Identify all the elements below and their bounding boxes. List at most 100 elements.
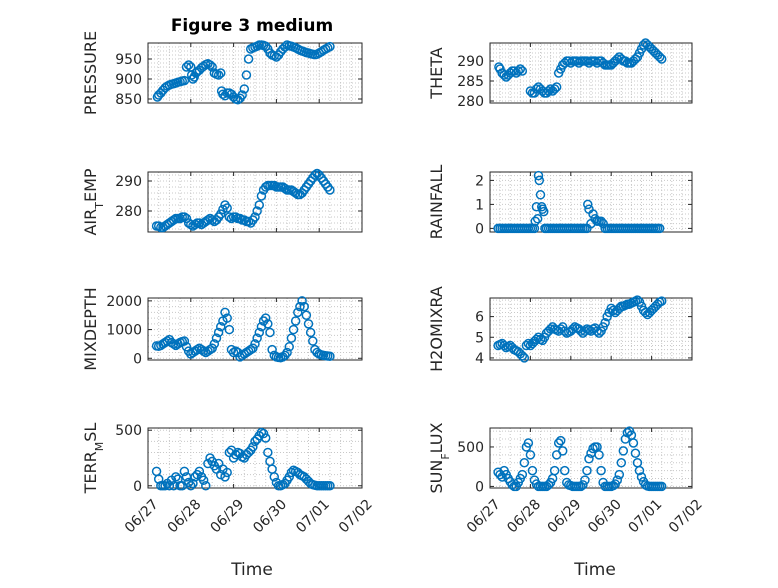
data-point [584,454,594,464]
data-point [254,200,265,210]
x-axis-label-left: Time [230,560,273,580]
y-axis-label-theta: THETA [427,47,446,99]
y-axis-label-terr_msl: TERRMSL [81,423,106,495]
data-point [209,339,220,349]
data-point [263,319,273,329]
data-point [198,346,209,356]
data-point [241,70,252,80]
y-tick-label: 500 [115,423,142,439]
data-point [179,336,190,346]
data-point [618,446,629,456]
data-point [222,203,232,213]
y-axis-label-pressure: PRESSURE [81,31,100,115]
data-point [513,66,524,76]
panel-h2omixra: 4 5 6 H2OMIXRA [427,286,693,372]
data-point [612,475,623,485]
data-point [531,84,542,94]
series-h2omixra [493,295,667,363]
y-tick-label: 0 [133,351,142,367]
data-point [220,307,230,318]
data-point [260,313,271,323]
data-point [517,66,528,76]
y-tick-label: 290 [457,54,484,70]
data-point [519,353,530,363]
data-point [634,465,645,476]
y-tick-label: 290 [115,174,142,190]
data-point [600,318,610,328]
data-point [636,472,647,482]
y-axis-label-sub: F [439,453,452,459]
data-point [594,450,604,460]
data-point [517,351,528,361]
data-point [284,342,294,352]
data-point [530,216,540,226]
data-point [153,221,164,231]
data-point [173,474,183,484]
data-point [216,321,226,332]
data-point [201,481,211,491]
x-tick-label: 06/27 [464,496,504,536]
data-point [243,216,254,227]
data-point [534,175,545,186]
data-point [286,467,297,478]
data-point [532,214,543,224]
data-point [638,40,649,50]
data-point [290,188,301,198]
x-tick-label: 06/27 [122,496,162,536]
panel-air_temp: 280 290 AIRTEMP [81,168,363,236]
data-point [656,296,667,306]
data-point [523,338,534,349]
data-point [654,52,665,62]
data-point [527,465,538,476]
data-point [303,319,314,329]
y-tick-label: 285 [457,74,484,90]
data-point [222,313,232,323]
data-point [521,340,532,351]
panel-rainfall: 0 1 2 RAINFALL [427,165,693,239]
plot-border-h2omixra [489,297,693,361]
x-tick-label: 07/02 [336,496,376,536]
data-point [596,465,606,476]
data-point [198,475,209,485]
data-point [280,183,290,194]
x-tick-label: 06/30 [250,496,290,536]
data-point [220,472,230,482]
data-point [654,223,665,234]
data-point [578,480,588,490]
x-tick-label: 06/28 [165,496,205,536]
data-point [559,465,570,476]
y-axis-label-main: SUN [427,460,446,494]
data-point [248,442,258,452]
data-point [213,327,224,338]
data-point [260,433,271,443]
data-point [239,84,250,94]
data-point [555,435,566,446]
data-point [211,333,222,343]
plot-border-mixdepth [147,297,363,361]
data-point [325,481,335,491]
panel-pressure: 850 900 950 PRESSURE [81,31,363,115]
y-tick-label: 500 [457,440,484,456]
x-tick-label: 06/30 [585,496,625,536]
x-tick-label: 06/29 [545,496,585,536]
y-tick-label: 2000 [106,294,142,310]
data-point [531,202,542,212]
y-axis-label-air_temp: AIRTEMP [81,168,106,235]
y-tick-label: 1000 [106,323,142,339]
data-point [207,456,217,467]
x-tick-label: 07/01 [626,496,666,536]
data-point [535,190,546,200]
data-point [553,438,564,448]
data-point [252,206,262,216]
y-tick-label: 4 [475,351,484,367]
data-point [557,446,568,456]
data-point [630,448,641,459]
y-axis-label-sub: T [93,202,106,210]
y-axis-label-main: TERR [81,451,100,494]
y-axis-label-sub: M [93,442,106,452]
data-point [551,82,562,92]
data-point [519,457,530,468]
series-terr_msl [151,427,335,491]
y-axis-label-main: AIR [81,209,100,236]
